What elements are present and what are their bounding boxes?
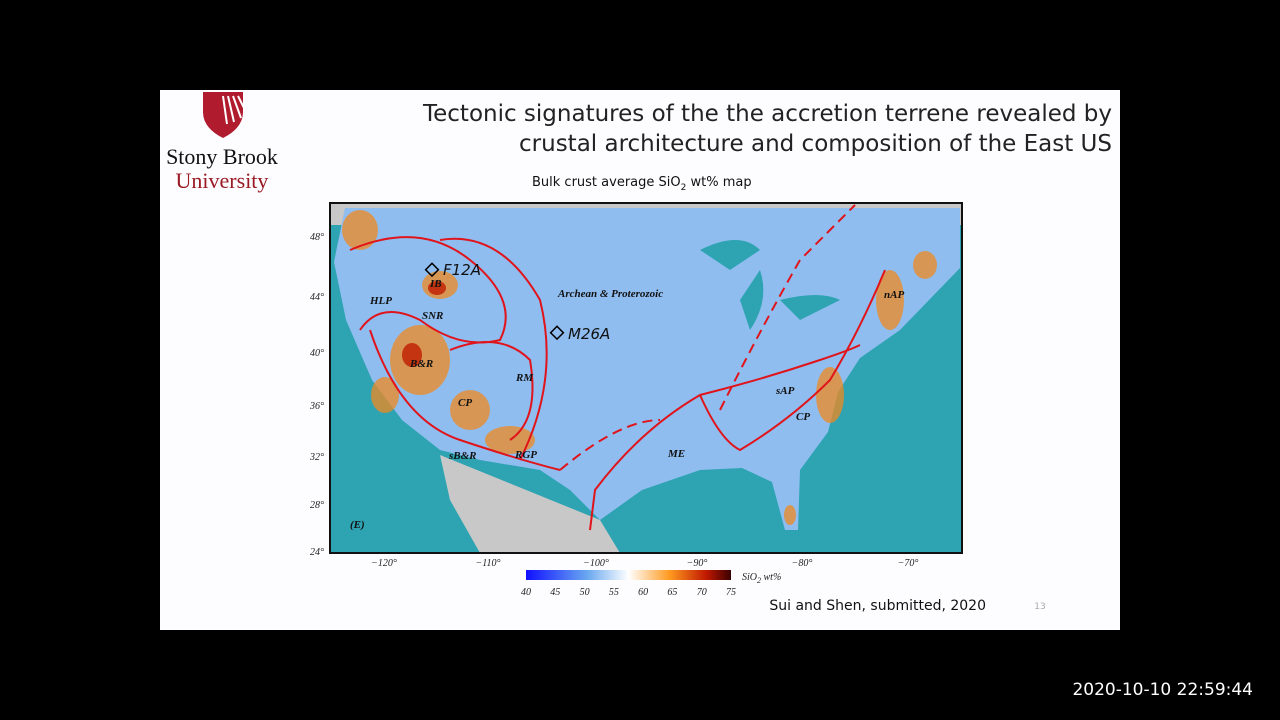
map-label: B&R <box>409 358 433 370</box>
colorbar-label: SiO2 wt% <box>742 572 781 585</box>
lat-tick-label: 28° <box>310 500 324 511</box>
map-label: RGP <box>514 449 537 461</box>
lon-tick-label: −70° <box>898 558 919 569</box>
map-label: F12A <box>443 261 481 279</box>
lon-tick-label: −100° <box>583 558 609 569</box>
colorbar-tick-label: 55 <box>609 587 619 598</box>
lon-tick-label: −120° <box>371 558 397 569</box>
tectonic-boundaries <box>349 204 886 531</box>
lon-tick-label: −110° <box>475 558 500 569</box>
lon-tick-label: −80° <box>792 558 813 569</box>
peak-areas <box>402 281 446 367</box>
map-label: CP <box>458 397 472 409</box>
map-label: CP <box>796 411 810 423</box>
lat-tick-label: 44° <box>310 292 324 303</box>
citation: Sui and Shen, submitted, 2020 <box>769 598 986 614</box>
title-line2: crustal architecture and composition of … <box>519 131 1112 157</box>
lat-tick-label: 48° <box>310 232 324 243</box>
map-label: (E) <box>350 519 365 531</box>
map-frame <box>329 202 963 554</box>
lat-tick-label: 36° <box>309 401 324 412</box>
colorbar <box>526 570 731 580</box>
map-label: IB <box>429 278 442 290</box>
mexico <box>440 455 620 553</box>
colorbar-tick-label: 45 <box>550 587 560 598</box>
map-label: nAP <box>884 289 904 301</box>
logo-line2: University <box>176 168 269 193</box>
map-label: sAP <box>775 385 795 397</box>
colorbar-tick-label: 75 <box>726 587 736 598</box>
map-title-sub: 2 <box>681 183 687 193</box>
map-ticks: 48° 44° 40° 36° 32° 28° 24° −120° −110° −100° −90°… <box>309 232 918 598</box>
title-line1: Tectonic signatures of the the accretion… <box>422 101 1112 127</box>
colorbar-tick-label: 70 <box>697 587 707 598</box>
map-label: SNR <box>422 310 443 322</box>
colorbar-tick-label: 60 <box>638 587 648 598</box>
page-number: 13 <box>1034 602 1045 612</box>
logo-line1: Stony Brook <box>166 144 278 169</box>
map-title-text: Bulk crust average SiO <box>532 175 681 190</box>
logo-rays <box>222 95 245 125</box>
lat-tick-label: 24° <box>310 547 324 558</box>
timestamp: 2020-10-10 22:59:44 <box>1072 680 1253 700</box>
lat-tick-label: 40° <box>310 348 324 359</box>
colorbar-tick-label: 65 <box>667 587 677 598</box>
map-label: ME <box>667 448 685 460</box>
logo-shield <box>203 92 243 138</box>
colorbar-label-sub: 2 <box>757 576 761 585</box>
great-lakes <box>700 240 840 330</box>
station-marker <box>424 262 440 278</box>
map-label: RM <box>515 372 534 384</box>
high-silica-areas <box>342 210 937 525</box>
map <box>330 203 962 553</box>
lon-tick-label: −90° <box>687 558 708 569</box>
map-label: M26A <box>568 325 610 343</box>
map-label: Archean & Proterozoic <box>557 288 663 300</box>
logo: Stony Brook University <box>166 92 278 193</box>
colorbar-label-tail: wt% <box>761 572 781 583</box>
map-label: HLP <box>369 295 392 307</box>
map-label: sB&R <box>448 450 477 462</box>
station-marker <box>549 325 565 341</box>
lat-tick-label: 32° <box>309 452 324 463</box>
map-title-tail: wt% map <box>686 175 751 190</box>
colorbar-tick-label: 40 <box>521 587 531 598</box>
colorbar-label-text: SiO <box>742 572 757 583</box>
colorbar-tick-label: 50 <box>580 587 590 598</box>
map-title: Bulk crust average SiO2 wt% map <box>532 175 752 193</box>
